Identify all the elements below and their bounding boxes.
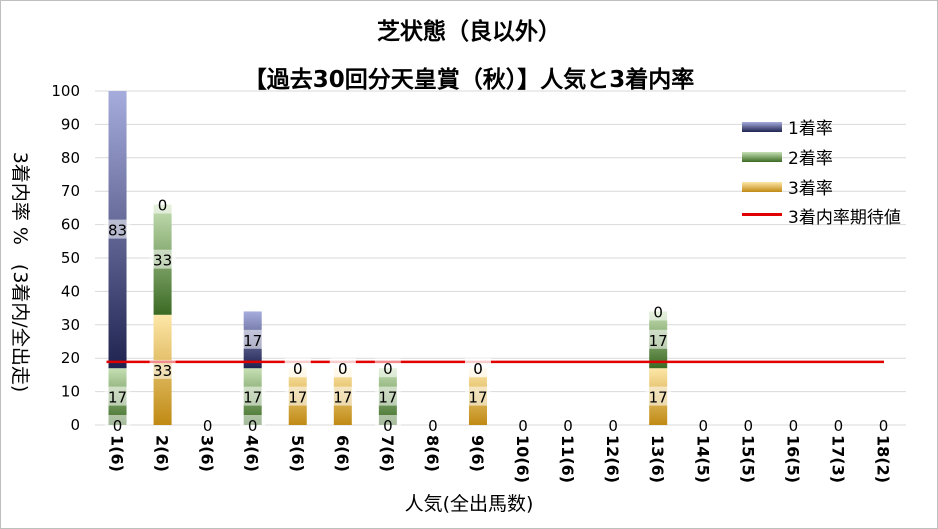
y-tick-label: 50 <box>61 249 80 267</box>
data-label-box <box>284 358 311 378</box>
data-label: 0 <box>338 360 348 378</box>
data-label: 0 <box>698 417 708 435</box>
data-label: 0 <box>653 303 663 321</box>
data-label: 17 <box>333 389 352 407</box>
y-tick-label: 40 <box>61 282 80 300</box>
data-label-box <box>374 358 401 378</box>
legend-swatch-3rd <box>742 182 782 192</box>
data-label-box <box>329 358 356 378</box>
data-label: 17 <box>378 389 397 407</box>
data-label: 0 <box>203 417 213 435</box>
data-label-box <box>374 386 401 406</box>
y-tick-label: 20 <box>61 349 80 367</box>
data-label: 0 <box>428 417 438 435</box>
x-tick-label: 10(6) <box>513 435 532 483</box>
legend-swatch-2nd <box>742 152 782 162</box>
data-label: 0 <box>383 360 393 378</box>
x-axis-label: 人気(全出馬数) <box>404 493 534 515</box>
x-tick-label: 13(6) <box>648 435 667 483</box>
data-label-box <box>329 386 356 406</box>
data-label: 0 <box>113 417 123 435</box>
legend-swatch-expected <box>742 213 782 216</box>
data-label-box <box>645 301 672 321</box>
x-tick-label: 3(6) <box>198 435 217 472</box>
data-label: 17 <box>243 332 262 350</box>
y-tick-label: 30 <box>61 316 80 334</box>
data-label-box <box>149 359 176 379</box>
data-label-box <box>645 329 672 349</box>
x-tick-label: 1(6) <box>108 435 127 472</box>
data-label-box <box>464 386 491 406</box>
data-label: 33 <box>153 362 172 380</box>
x-tick-label: 17(3) <box>828 435 847 483</box>
data-label-box <box>104 219 131 239</box>
legend-swatch-1st <box>742 122 782 132</box>
data-label-box <box>239 415 266 434</box>
legend-label-2nd: 2着率 <box>788 149 833 169</box>
x-tick-label: 16(5) <box>783 435 802 483</box>
legend-label-3rd: 3着率 <box>788 179 833 199</box>
data-label: 17 <box>108 389 127 407</box>
data-label-box <box>149 194 176 214</box>
y-tick-label: 10 <box>61 383 80 401</box>
data-label: 0 <box>563 417 573 435</box>
data-label-box <box>239 329 266 349</box>
data-label: 83 <box>108 222 127 240</box>
data-label: 0 <box>518 417 528 435</box>
legend-label-1st: 1着率 <box>788 119 833 139</box>
y-tick-label: 90 <box>61 115 80 133</box>
data-label: 17 <box>288 389 307 407</box>
x-tick-label: 15(5) <box>738 435 757 483</box>
x-tick-label: 2(6) <box>153 435 172 472</box>
x-tick-label: 12(6) <box>603 435 622 483</box>
x-tick-label: 8(6) <box>423 435 442 472</box>
data-label: 0 <box>383 417 393 435</box>
y-tick-label: 60 <box>61 216 80 234</box>
data-label: 17 <box>468 389 487 407</box>
x-tick-label: 5(6) <box>288 435 307 472</box>
data-label-box <box>149 249 176 269</box>
y-tick-label: 80 <box>61 149 80 167</box>
data-label-box <box>239 386 266 406</box>
chart-title: 芝状態（良以外） <box>377 19 561 45</box>
data-label-box <box>464 358 491 378</box>
x-tick-label: 7(6) <box>378 435 397 472</box>
x-tick-label: 4(6) <box>243 435 262 472</box>
y-tick-label: 0 <box>70 416 80 434</box>
data-label: 17 <box>649 389 668 407</box>
x-tick-label: 14(5) <box>693 435 712 483</box>
data-label: 0 <box>158 197 168 215</box>
x-tick-label: 11(6) <box>558 435 577 483</box>
data-label-box <box>284 386 311 406</box>
chart-subtitle: 【過去30回分天皇賞（秋）】人気と3着内率 <box>243 67 695 93</box>
data-label-box <box>374 415 401 434</box>
data-label: 17 <box>649 332 668 350</box>
data-label: 0 <box>293 360 303 378</box>
y-tick-label: 70 <box>61 182 80 200</box>
data-label: 0 <box>608 417 618 435</box>
data-label: 0 <box>744 417 754 435</box>
data-label-box <box>645 386 672 406</box>
x-tick-label: 6(6) <box>333 435 352 472</box>
data-label-box <box>104 415 131 434</box>
legend-label-expected: 3着内率期待値 <box>788 208 901 228</box>
data-label: 0 <box>879 417 889 435</box>
data-label: 0 <box>248 417 258 435</box>
y-tick-label: 100 <box>51 82 80 100</box>
x-tick-label: 18(2) <box>873 435 892 483</box>
data-label: 33 <box>153 252 172 270</box>
data-label-box <box>104 386 131 406</box>
x-tick-label: 9(6) <box>468 435 487 472</box>
data-label: 17 <box>243 389 262 407</box>
data-label: 0 <box>473 360 483 378</box>
data-label: 0 <box>834 417 844 435</box>
data-label: 0 <box>789 417 799 435</box>
